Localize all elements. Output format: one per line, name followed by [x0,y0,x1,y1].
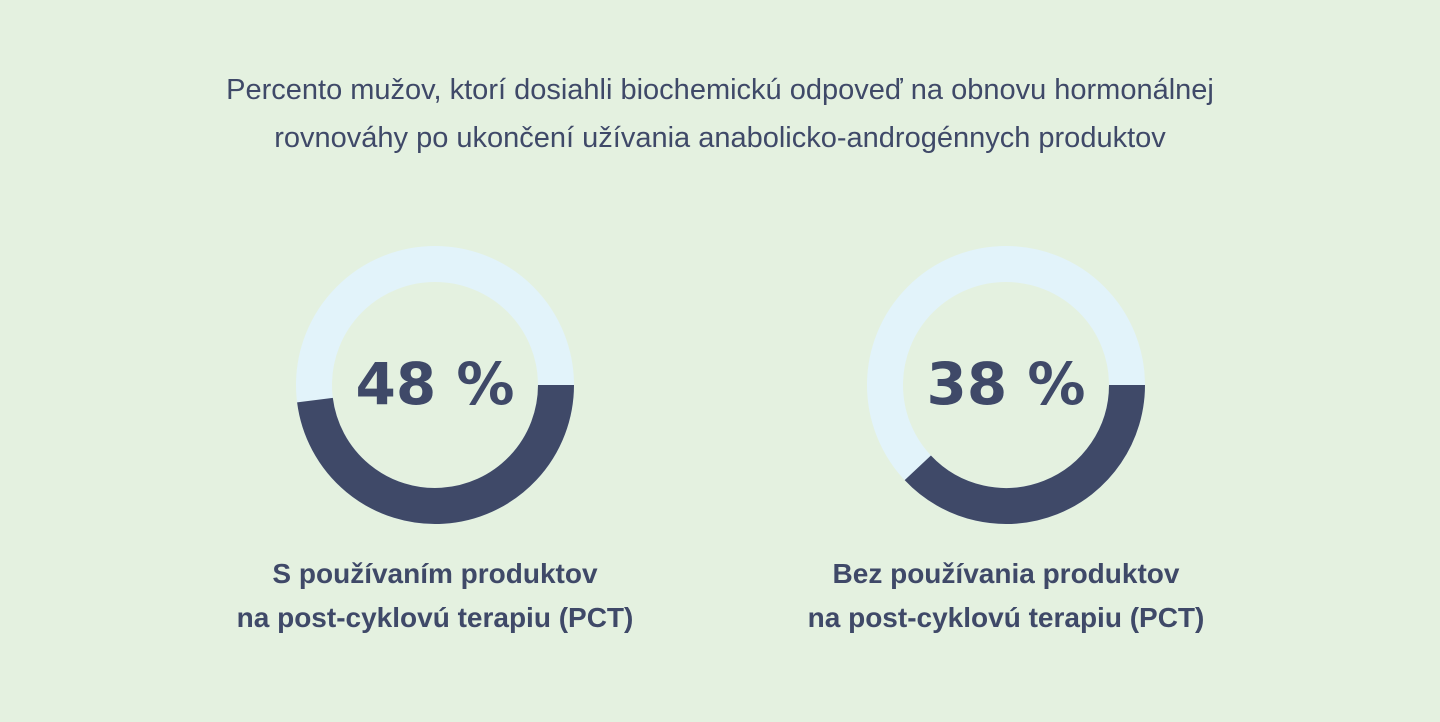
donut-caption-line-1: Bez používania produktov [832,558,1180,589]
donut-chart-with-pct: 48 % S používaním produktov na post-cykl… [155,240,715,640]
donut-svg-with-pct: 48 % [296,246,574,524]
donut-caption: S používaním produktov na post-cyklovú t… [155,552,715,640]
donut-value-arc [297,384,574,524]
chart-title-line-1: Percento mužov, ktorí dosiahli biochemic… [226,74,1214,106]
chart-title: Percento mužov, ktorí dosiahli biochemic… [0,66,1440,162]
donut-value-label: 38 % [926,350,1085,418]
donut-caption-line-2: na post-cyklovú terapiu (PCT) [236,602,634,633]
donut-caption-line-1: S používaním produktov [272,558,598,589]
donut-caption-line-2: na post-cyklovú terapiu (PCT) [807,602,1205,633]
donut-value-arc [904,384,1145,524]
chart-title-line-2: rovnováhy po ukončení užívania anabolick… [274,122,1166,154]
donut-value-label: 48 % [355,350,514,418]
donut-svg-without-pct: 38 % [867,246,1145,524]
donut-caption: Bez používania produktov na post-cyklovú… [726,552,1286,640]
donut-chart-without-pct: 38 % Bez používania produktov na post-cy… [726,240,1286,640]
